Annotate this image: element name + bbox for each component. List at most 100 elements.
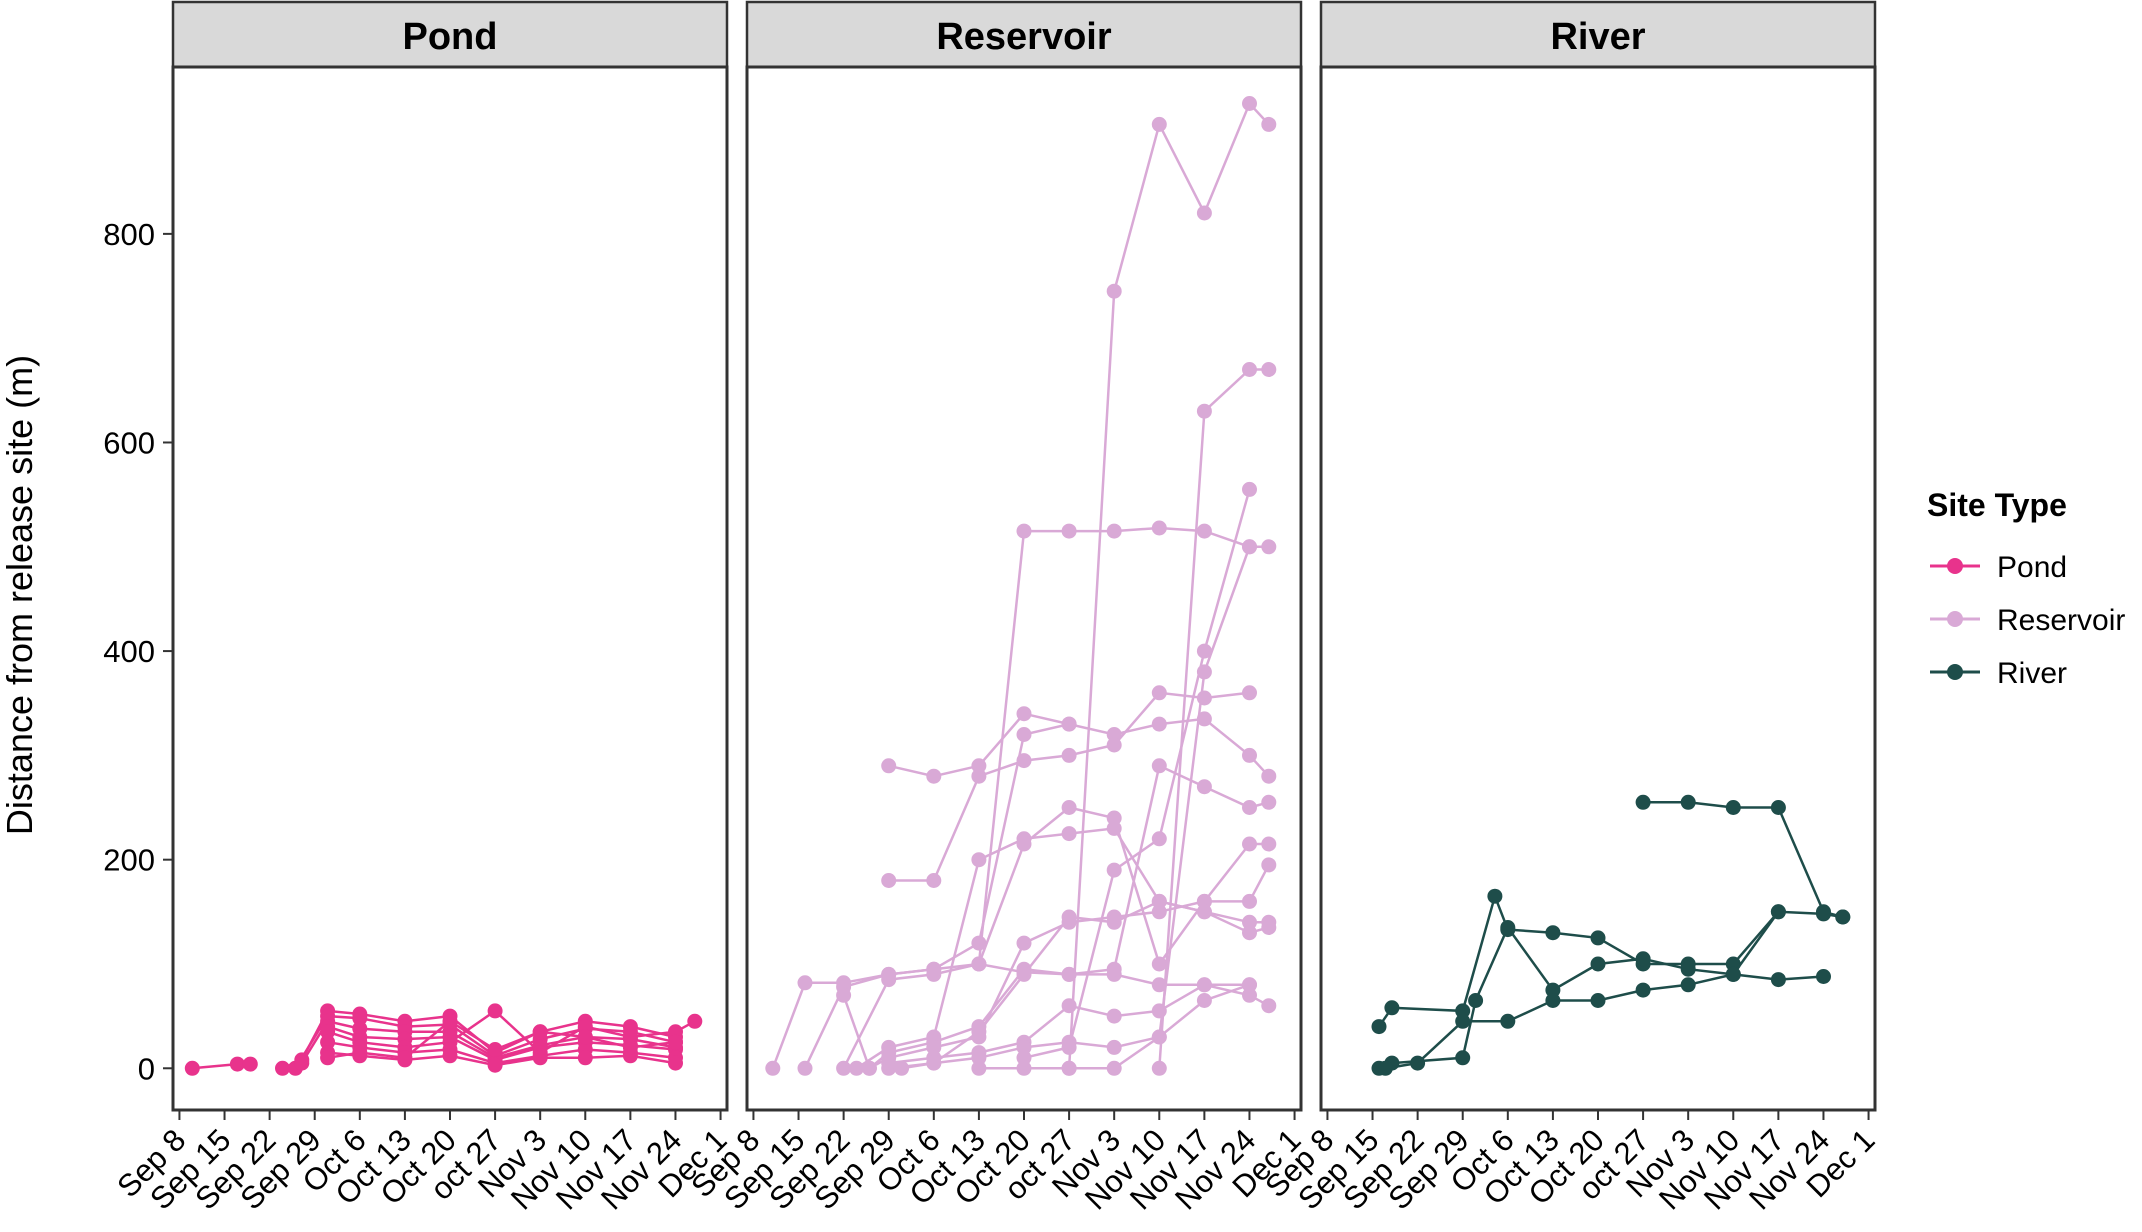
data-point	[1196, 711, 1212, 727]
data-point	[1770, 800, 1786, 815]
data-point	[881, 873, 897, 888]
series-line	[300, 1019, 676, 1064]
facet-strip	[171, 0, 729, 69]
data-point	[1196, 523, 1212, 539]
data-point	[926, 873, 942, 888]
data-point	[275, 1060, 290, 1076]
data-point	[894, 1060, 910, 1076]
data-point	[1016, 935, 1032, 951]
data-point	[442, 1048, 458, 1064]
series-line	[1378, 924, 1824, 1070]
data-point	[1261, 362, 1277, 377]
data-point	[577, 1029, 593, 1045]
data-point	[1725, 966, 1741, 982]
series-line	[1023, 489, 1251, 1060]
data-point	[765, 1060, 781, 1076]
data-point	[1106, 810, 1122, 826]
data-point	[1242, 539, 1257, 555]
data-point	[971, 768, 987, 784]
data-point	[622, 1029, 638, 1045]
data-point	[1196, 779, 1212, 795]
data-point	[1545, 982, 1561, 998]
data-point	[1770, 972, 1786, 988]
y-tick-label: 600	[103, 425, 155, 460]
data-point	[1106, 914, 1122, 930]
data-point	[1261, 116, 1277, 132]
data-point	[294, 1055, 310, 1071]
data-point	[532, 1024, 548, 1040]
data-point	[1196, 893, 1212, 909]
data-point	[1590, 956, 1606, 972]
data-point	[1196, 993, 1212, 1008]
series-reservoir-15	[881, 685, 1257, 888]
data-point	[1377, 1060, 1393, 1076]
legend-point	[1947, 558, 1963, 574]
data-point	[836, 987, 852, 1003]
data-point	[1468, 993, 1484, 1008]
data-point	[1016, 1060, 1032, 1076]
y-tick-label: 800	[103, 217, 155, 252]
data-point	[1261, 539, 1277, 555]
data-point	[687, 1013, 703, 1029]
data-point	[668, 1034, 683, 1050]
series-reservoir-14	[1151, 362, 1277, 1076]
data-point	[1151, 1060, 1167, 1076]
data-point	[1061, 716, 1077, 732]
series-reservoir-16	[881, 706, 1077, 784]
data-point	[1106, 737, 1122, 753]
data-point	[1770, 904, 1786, 920]
data-point	[1196, 904, 1212, 920]
data-point	[797, 1060, 813, 1076]
facet-title: River	[1550, 16, 1645, 58]
data-point	[668, 1055, 683, 1071]
facet-title: Pond	[403, 16, 498, 58]
legend-label: Reservoir	[1997, 604, 2125, 637]
data-point	[229, 1056, 245, 1072]
data-point	[1242, 836, 1257, 852]
data-point	[1242, 893, 1257, 909]
data-point	[1371, 1019, 1387, 1035]
data-point	[971, 1060, 987, 1076]
data-point	[1242, 747, 1257, 763]
data-point	[1725, 800, 1741, 815]
data-point	[1106, 1060, 1122, 1076]
data-point	[1590, 993, 1606, 1008]
data-point	[1196, 977, 1212, 993]
data-point	[926, 768, 942, 784]
legend-entry-river: River	[1930, 657, 2067, 690]
data-point	[1016, 1039, 1032, 1055]
data-point	[1151, 831, 1167, 847]
data-point	[1261, 836, 1277, 852]
data-point	[971, 758, 987, 774]
data-point	[1545, 993, 1561, 1008]
series-reservoir-13	[1061, 96, 1277, 1076]
data-point	[971, 1024, 987, 1040]
data-point	[1635, 794, 1651, 810]
data-point	[1016, 1050, 1032, 1066]
data-point	[1061, 826, 1077, 842]
legend-point	[1947, 664, 1963, 680]
data-point	[971, 956, 987, 972]
series-river-4	[1635, 794, 1851, 925]
data-point	[1500, 1013, 1516, 1029]
data-point	[849, 1060, 864, 1076]
data-point	[797, 975, 813, 991]
data-point	[1151, 116, 1167, 132]
data-point	[1106, 820, 1122, 836]
series-line	[294, 1014, 676, 1069]
data-point	[184, 1060, 200, 1076]
data-point	[1061, 909, 1077, 925]
data-point	[1061, 523, 1077, 539]
data-point	[1016, 831, 1032, 847]
data-point	[1816, 904, 1831, 920]
legend-entry-pond: Pond	[1930, 551, 2067, 584]
data-point	[881, 1055, 897, 1071]
series-line	[327, 1009, 696, 1055]
data-point	[1242, 987, 1257, 1003]
data-point	[577, 1019, 593, 1035]
data-point	[1261, 857, 1277, 873]
data-point	[1487, 888, 1503, 904]
legend-point	[1947, 611, 1963, 627]
